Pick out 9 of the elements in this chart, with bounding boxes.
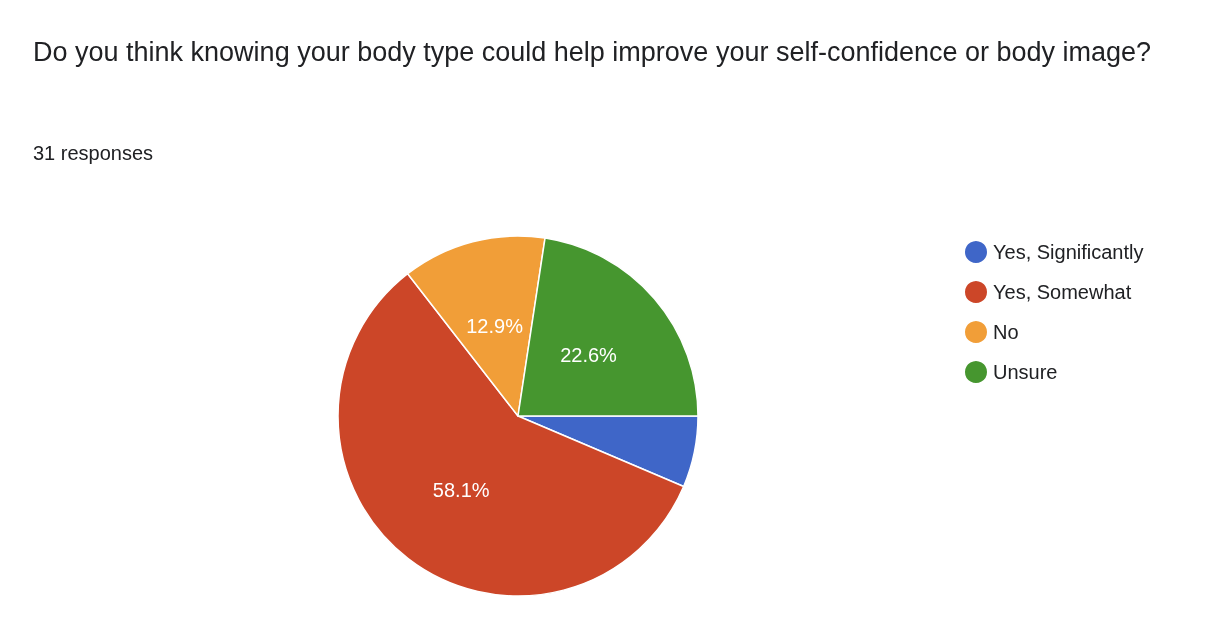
legend-label: Yes, Somewhat — [993, 281, 1132, 303]
chart-title: Do you think knowing your body type could help improve your self-confidence or body image? — [33, 37, 1152, 67]
text: 31 responses — [33, 142, 154, 164]
data-label: 22.6% — [560, 344, 618, 367]
data-label: 12.9% — [466, 314, 524, 337]
legend-label: No — [993, 321, 1019, 343]
legend-label: Yes, Significantly — [993, 241, 1144, 263]
data-label: 58.1% — [432, 478, 490, 501]
legend-label: Unsure — [993, 361, 1058, 383]
